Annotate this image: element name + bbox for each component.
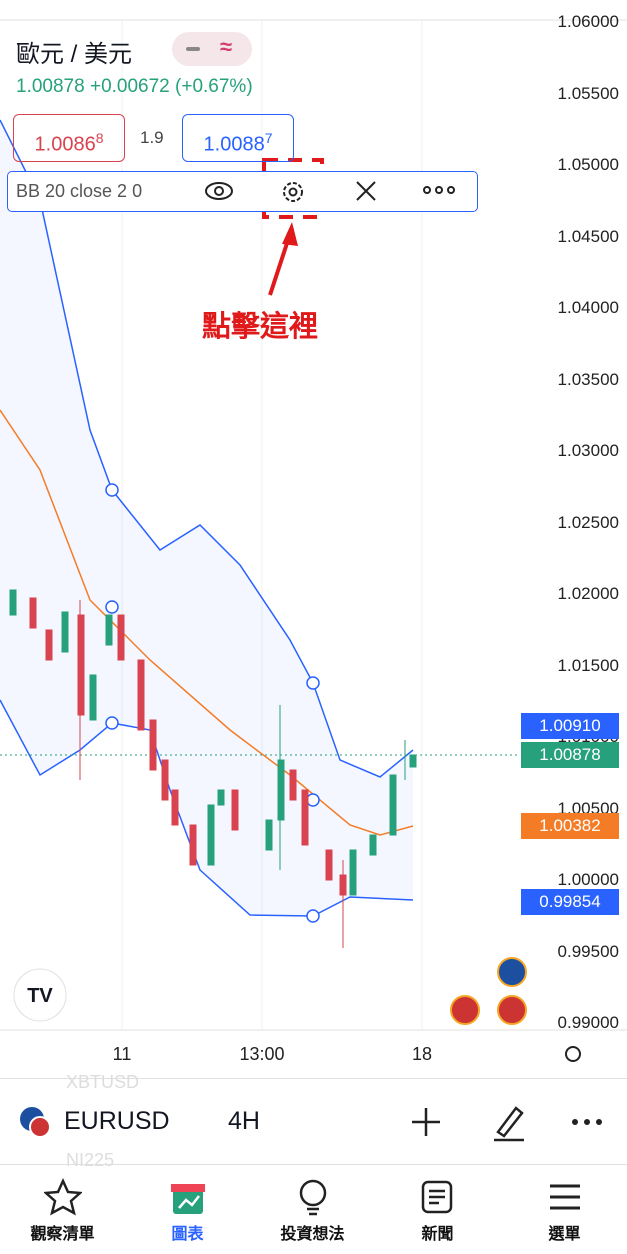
price-tick-label: 1.02500	[557, 512, 619, 532]
price-tag: 1.00382	[521, 813, 619, 839]
nav-label: 投資想法	[280, 1226, 345, 1243]
nav-label: 觀察清單	[30, 1226, 95, 1243]
price-tick-label: 1.04500	[557, 226, 619, 246]
ghost-symbol: NI225	[66, 1150, 115, 1170]
last-price: 1.00878	[16, 76, 85, 97]
price-tick-label: 1.01500	[557, 655, 619, 675]
price-tick-label: 1.06000	[557, 12, 619, 31]
time-tick-label: 18	[411, 1044, 433, 1064]
flag-icon	[20, 1107, 51, 1138]
nav-label: 圖表	[171, 1226, 204, 1243]
upper-band	[0, 119, 414, 778]
time-tick-label: 13:00	[239, 1044, 285, 1064]
status-pill[interactable]: ≈	[172, 32, 252, 66]
divider	[0, 1164, 627, 1165]
close-icon[interactable]	[355, 180, 377, 202]
ask: 1.0088	[203, 133, 265, 156]
gear-icon[interactable]	[280, 179, 306, 205]
bid: 1.0086	[34, 133, 96, 156]
price-tag: 0.99854	[521, 889, 619, 915]
ask-small: 7	[264, 130, 273, 146]
middle-band	[0, 409, 414, 836]
price-tick-label: 1.03500	[557, 369, 619, 389]
price-tick-label: 1.05500	[557, 83, 619, 103]
indicator-bar: BB 20 close 2 0	[7, 171, 478, 212]
settings-sun-icon[interactable]	[565, 1046, 581, 1062]
price-tick-label: 1.00500	[557, 798, 619, 818]
price-tag: 1.00878	[521, 742, 619, 768]
change: +0.00672	[89, 76, 170, 97]
bid-small: 8	[95, 130, 104, 146]
divider	[0, 1078, 627, 1079]
tv-logo: TV	[13, 968, 67, 1022]
nav-item[interactable]: 觀察清單	[0, 1178, 125, 1244]
draw-icon[interactable]	[490, 1102, 526, 1142]
spread: 1.9	[140, 128, 164, 147]
price-tag: 1.00910	[521, 713, 619, 739]
ghost-symbol: XBTUSD	[66, 1072, 140, 1092]
buy-button[interactable]: 1.00887	[182, 114, 294, 162]
candles	[9, 589, 417, 948]
toolbar-symbol[interactable]: EURUSD	[64, 1107, 170, 1135]
nav-item[interactable]: 圖表	[125, 1178, 250, 1244]
price-tick-label: 1.03000	[557, 441, 619, 460]
event-icons	[450, 957, 527, 1025]
chart-canvas: TV	[0, 19, 627, 1062]
price-line: 1.00878 +0.00672 (+0.67%)	[16, 76, 253, 98]
time-tick-label: 11	[112, 1044, 132, 1064]
more-icon[interactable]	[422, 184, 456, 196]
price-tick-label: 1.02000	[557, 584, 619, 603]
nav-item[interactable]: 選單	[502, 1178, 627, 1244]
nav-item[interactable]: 投資想法	[250, 1178, 375, 1244]
eye-icon[interactable]	[203, 179, 235, 203]
price-tick-label: 1.00000	[557, 870, 619, 889]
nav-label: 新聞	[421, 1226, 454, 1243]
price-tick-label: 0.99500	[557, 941, 619, 961]
price-tick-label: 0.99000	[557, 1013, 619, 1032]
annotation: 點擊這裡	[202, 311, 319, 343]
nav-item[interactable]: 新聞	[375, 1178, 500, 1244]
add-icon[interactable]	[410, 1106, 442, 1138]
band-fill	[0, 120, 413, 916]
handles	[105, 483, 320, 923]
indicator-label[interactable]: BB 20 close 2 0	[16, 181, 143, 201]
lower-band	[0, 699, 414, 917]
toolbar-interval[interactable]: 4H	[228, 1107, 260, 1135]
nav-label: 選單	[548, 1226, 581, 1243]
price-tick-label: 1.04000	[557, 298, 619, 317]
change-pct: (+0.67%)	[175, 76, 253, 97]
price-tick-label: 1.05000	[557, 155, 619, 174]
symbol-title: 歐元 / 美元	[16, 41, 133, 68]
more-icon[interactable]	[570, 1116, 604, 1128]
svg-text:TV: TV	[27, 985, 53, 1007]
sell-button[interactable]: 1.00868	[13, 114, 125, 162]
